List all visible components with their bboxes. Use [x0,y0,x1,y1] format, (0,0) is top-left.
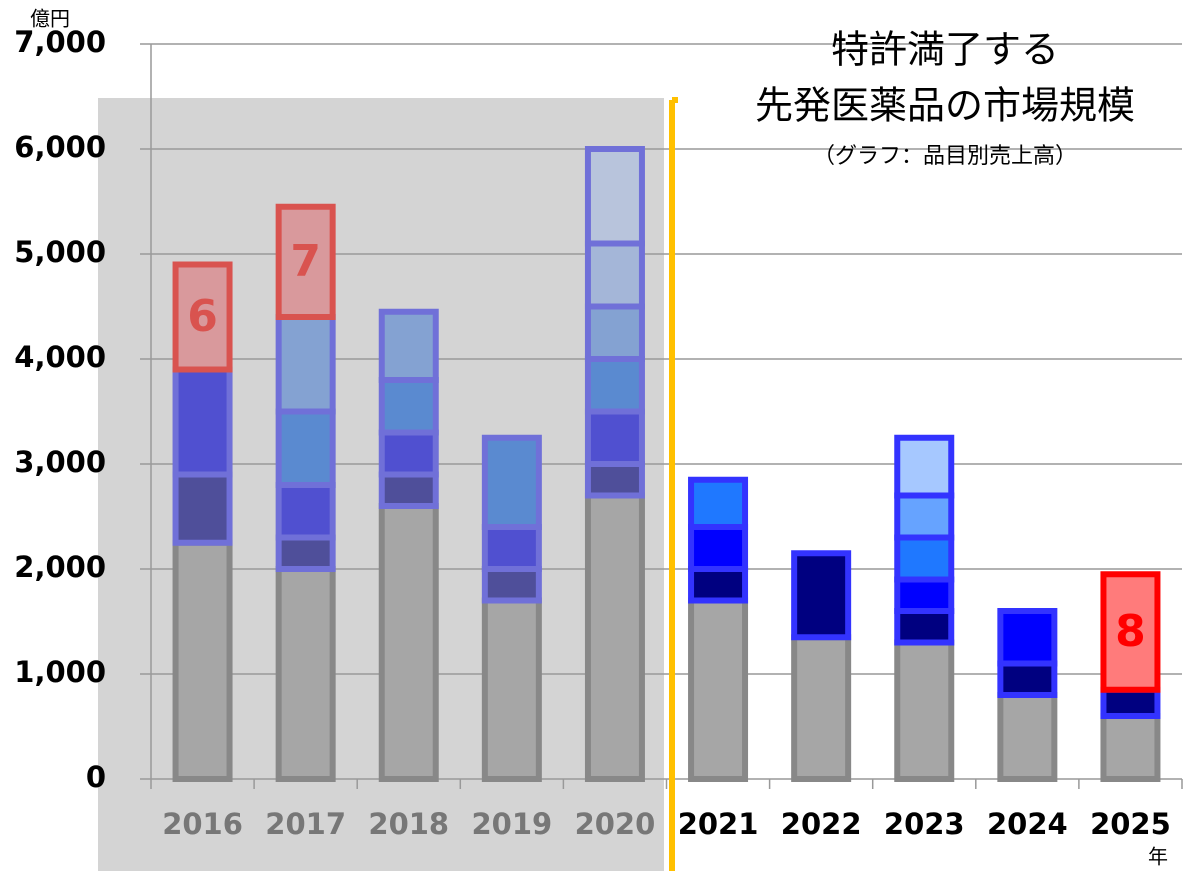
bar-segment [275,534,336,572]
bars: 6 7 8 [172,146,1161,782]
bar-segment [378,429,439,478]
title-line: 先発医薬品の市場規模 [755,84,1135,128]
bar-segment [378,503,439,782]
x-tick-label: 2016 [162,807,243,841]
bar-segment [172,261,233,373]
bar-segment [172,539,233,782]
bar-segment [688,476,749,530]
x-tick-label: 2019 [471,807,552,841]
bar-segment [688,566,749,604]
bar-segment [275,203,336,320]
bar-segment [275,566,336,782]
bar-segment [378,471,439,509]
bar-segment [584,356,645,415]
bar-segment [584,146,645,247]
y-tick-label: 3,000 [14,445,106,479]
bar-segment [791,550,852,641]
bar-segment [275,408,336,488]
y-unit: 億円 [30,7,70,31]
bar-segment [894,434,955,499]
bar-segment [584,461,645,499]
x-tick-label: 2020 [575,807,656,841]
x-tick-label: 2017 [265,807,346,841]
x-tick-label: 2018 [368,807,449,841]
y-tick-label: 7,000 [14,25,106,59]
title-line: 特許満了する [831,28,1059,72]
bar-segment [584,408,645,467]
bar-segment [481,524,542,572]
bar-segment [688,524,749,572]
bar-segment [378,308,439,383]
bar-segment [584,492,645,782]
bar-segment [791,634,852,782]
y-tick-label: 5,000 [14,235,106,269]
bar-segment [481,434,542,530]
bar-segment [481,597,542,782]
bar-segment [275,314,336,415]
bar-segment [997,660,1058,698]
bar-segment [894,492,955,541]
bar-segment [1100,686,1161,719]
bar-segment [584,303,645,362]
bar-segment [997,692,1058,782]
y-tick-label: 6,000 [14,130,106,164]
bar-segment [894,639,955,782]
bar-segment [172,366,233,478]
bar-segment [172,471,233,546]
y-tick-label: 0 [86,760,106,794]
x-tick-label: 2022 [781,807,862,841]
bar-segment [584,240,645,310]
x-tick-label: 2024 [987,807,1068,841]
subtitle: （グラフ：品目別売上高） [813,144,1077,169]
bar-segment [997,608,1058,667]
x-tick-label: 2023 [884,807,965,841]
y-tick-label: 2,000 [14,550,106,584]
y-tick-label: 1,000 [14,655,106,689]
segment-label: 8 [1115,606,1146,657]
bar-segment [481,566,542,604]
x-unit: 年 [1148,845,1168,869]
bar-segment [1100,571,1161,693]
x-tick-label: 2021 [678,807,759,841]
bar-segment [378,377,439,436]
bar-segment [894,534,955,583]
bar-segment [894,576,955,614]
segment-label: 7 [290,236,321,287]
y-tick-label: 4,000 [14,340,106,374]
x-tick-label: 2025 [1090,807,1171,841]
bar-segment [688,597,749,782]
bar-segment [894,608,955,646]
segment-label: 6 [187,291,218,342]
bar-segment [1100,713,1161,782]
bar-segment [275,482,336,541]
